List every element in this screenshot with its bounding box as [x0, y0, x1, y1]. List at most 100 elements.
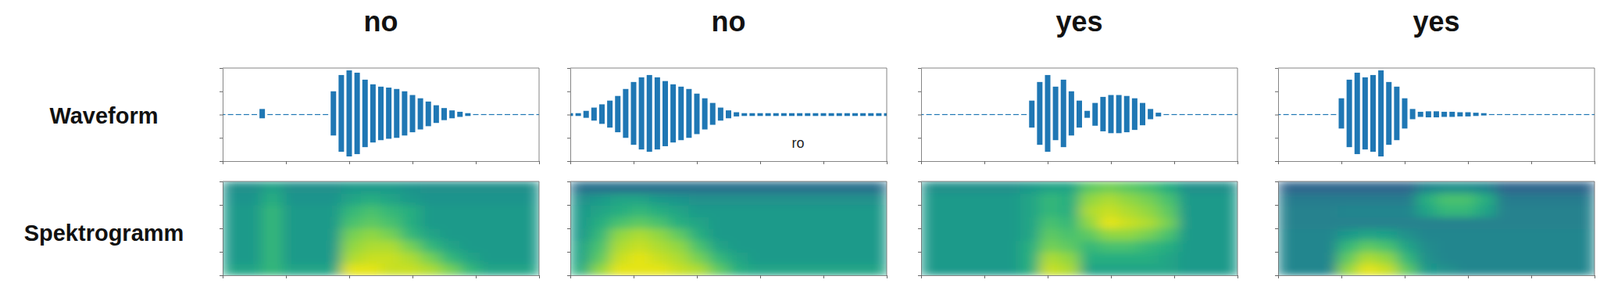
- spectrogram-cell: [1396, 204, 1418, 218]
- spectrogram-cell: [1317, 204, 1339, 218]
- tick: [1275, 228, 1279, 229]
- tick: [1275, 181, 1279, 183]
- tick-mark: [222, 275, 224, 279]
- spectrogram-cell: [1278, 181, 1299, 194]
- waveform-sample: [1457, 112, 1463, 117]
- spectrogram-cell: [1396, 216, 1418, 229]
- spectrogram-cell: [827, 204, 848, 218]
- spectrogram-cell: [610, 204, 631, 218]
- spectrogram-cell: [439, 204, 461, 218]
- spectrogram-cell: [1099, 204, 1120, 218]
- spectrogram-cell: [1297, 192, 1318, 206]
- tick-mark: [1110, 275, 1112, 279]
- spectrogram-cell: [1059, 192, 1080, 206]
- spectrogram-cell: [1456, 216, 1477, 229]
- spectrogram-cell: [1535, 192, 1556, 206]
- tick-mark: [1275, 137, 1279, 139]
- waveform-sample: [1592, 114, 1596, 115]
- waveform-sample: [973, 114, 979, 115]
- tick: [917, 160, 922, 162]
- spectrogram-cell: [570, 263, 591, 275]
- spectrogram-cell: [708, 263, 729, 275]
- spectrogram-cell: [1278, 239, 1299, 253]
- spectrogram-cell: [439, 216, 461, 229]
- waveform-sample: [884, 113, 888, 117]
- waveform-sample: [1410, 108, 1416, 119]
- tick-mark: [567, 114, 571, 116]
- spectrogram-cell: [669, 263, 690, 275]
- spectrogram-cell: [1000, 204, 1021, 218]
- spectrogram-cell: [1039, 204, 1061, 218]
- spectrogram-cell: [787, 239, 808, 253]
- spectrogram-cell: [1138, 181, 1159, 194]
- spectrogram-cell: [728, 192, 750, 206]
- spectrogram-cell: [1217, 192, 1238, 206]
- spectrogram-cell: [420, 192, 441, 206]
- tick: [917, 204, 922, 206]
- spectrogram-cell: [728, 216, 750, 229]
- tick-mark: [1275, 114, 1279, 116]
- spectrogram-cell: [1039, 263, 1061, 275]
- tick-mark: [1047, 275, 1049, 279]
- spectrogram-cell: [420, 216, 441, 229]
- spectrogram-cell: [1197, 216, 1218, 229]
- spectrogram-cell: [1197, 228, 1218, 241]
- spectrogram-cell: [846, 228, 868, 241]
- spectrogram-cell: [827, 228, 848, 241]
- waveform-sample: [997, 114, 1004, 115]
- tick-mark: [285, 160, 287, 165]
- spectrogram-cell: [1278, 263, 1299, 275]
- spectrogram-cell: [960, 251, 982, 265]
- spectrogram-cell: [1554, 181, 1575, 194]
- spectrogram-cell: [1020, 263, 1041, 275]
- spectrogram-cell: [1515, 263, 1536, 275]
- spectrogram-cell: [960, 192, 982, 206]
- spectrogram-cell: [610, 181, 631, 194]
- spectrogram-cell: [1000, 239, 1021, 253]
- spectrogram-cell: [400, 263, 422, 275]
- spectrogram-cell: [827, 181, 848, 194]
- waveform-sample: [607, 100, 613, 129]
- tick: [285, 160, 287, 165]
- tick: [1341, 275, 1343, 279]
- frame: [222, 67, 540, 161]
- spectrogram-cell: [767, 181, 789, 194]
- spectrogram-cell: [629, 204, 650, 218]
- tick: [1275, 114, 1279, 116]
- tick: [1467, 160, 1469, 165]
- spectrogram-cell: [1317, 228, 1339, 241]
- spectrogram-cell: [1278, 216, 1299, 229]
- tick-mark: [917, 204, 922, 206]
- frame: [222, 181, 540, 275]
- spectrogram-cell: [1118, 216, 1140, 229]
- tick: [567, 228, 571, 229]
- spectrogram-cell: [381, 204, 402, 218]
- spectrogram-cell: [1297, 251, 1318, 265]
- spectrogram-cell: [1377, 192, 1398, 206]
- tick-mark: [1278, 275, 1279, 279]
- spectrogram-cell: [1178, 181, 1199, 194]
- spectrogram-cell: [1396, 181, 1418, 194]
- tick-mark: [567, 160, 571, 162]
- tick-mark: [1531, 160, 1533, 165]
- spectrogram-cell: [222, 181, 243, 194]
- spectrogram-cell: [787, 216, 808, 229]
- waveform-sample: [1155, 112, 1161, 117]
- spectrogram-cell: [1377, 251, 1398, 265]
- x-axis: [223, 275, 540, 279]
- waveform-sample: [1299, 114, 1305, 115]
- panel: ro: [567, 67, 888, 165]
- spectrogram-cell: [1416, 216, 1437, 229]
- spectrogram-cell: [360, 192, 382, 206]
- tick-mark: [1275, 228, 1279, 229]
- spectrogram-cell: [1059, 216, 1080, 229]
- spectrogram-cell: [222, 228, 243, 241]
- spectrogram-cell: [242, 263, 263, 275]
- tick: [567, 160, 571, 162]
- spectrogram-cell: [767, 228, 789, 241]
- spectrogram-cell: [479, 216, 500, 229]
- spectrogram-cell: [1515, 181, 1536, 194]
- spectrogram-cell: [1118, 228, 1140, 241]
- axis-line: [570, 68, 572, 162]
- spectrogram-cell: [767, 192, 789, 206]
